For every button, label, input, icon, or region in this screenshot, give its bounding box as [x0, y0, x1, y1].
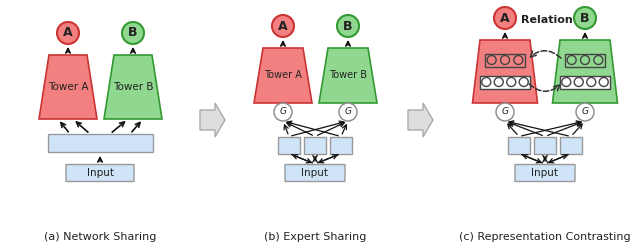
Circle shape — [567, 56, 576, 64]
Circle shape — [482, 77, 491, 87]
Circle shape — [587, 77, 596, 87]
Text: Tower A: Tower A — [48, 82, 88, 92]
Polygon shape — [200, 103, 225, 137]
FancyBboxPatch shape — [330, 136, 352, 154]
Text: Tower A: Tower A — [264, 70, 302, 80]
Text: A: A — [500, 11, 510, 25]
Text: B: B — [128, 27, 138, 39]
Circle shape — [337, 15, 359, 37]
FancyBboxPatch shape — [278, 136, 300, 154]
Text: (a) Network Sharing: (a) Network Sharing — [44, 232, 156, 242]
Text: G: G — [280, 107, 287, 117]
Circle shape — [599, 77, 608, 87]
Text: Tower B: Tower B — [113, 82, 153, 92]
FancyBboxPatch shape — [304, 136, 326, 154]
Polygon shape — [472, 40, 538, 103]
FancyBboxPatch shape — [560, 136, 582, 154]
Text: Input: Input — [531, 168, 559, 178]
Circle shape — [500, 56, 509, 64]
Text: Input: Input — [301, 168, 328, 178]
Text: A: A — [278, 20, 288, 32]
Circle shape — [487, 56, 496, 64]
Polygon shape — [552, 40, 618, 103]
Circle shape — [574, 7, 596, 29]
Circle shape — [494, 7, 516, 29]
FancyBboxPatch shape — [560, 75, 610, 89]
FancyBboxPatch shape — [515, 164, 575, 182]
Circle shape — [496, 103, 514, 121]
Circle shape — [507, 77, 516, 87]
Circle shape — [494, 77, 503, 87]
Text: (c) Representation Contrasting: (c) Representation Contrasting — [459, 232, 631, 242]
FancyBboxPatch shape — [480, 75, 530, 89]
Circle shape — [122, 22, 144, 44]
FancyBboxPatch shape — [47, 134, 152, 152]
FancyBboxPatch shape — [534, 136, 556, 154]
Text: G: G — [502, 107, 509, 117]
FancyBboxPatch shape — [565, 54, 605, 66]
Polygon shape — [408, 103, 433, 137]
Circle shape — [339, 103, 357, 121]
Polygon shape — [254, 48, 312, 103]
Text: Tower B: Tower B — [329, 70, 367, 80]
Circle shape — [576, 103, 594, 121]
Circle shape — [562, 77, 571, 87]
Circle shape — [519, 77, 528, 87]
Text: Input: Input — [86, 168, 113, 178]
Text: B: B — [580, 11, 589, 25]
Text: (b) Expert Sharing: (b) Expert Sharing — [264, 232, 366, 242]
FancyBboxPatch shape — [66, 164, 134, 182]
Polygon shape — [319, 48, 377, 103]
Circle shape — [274, 103, 292, 121]
Text: B: B — [343, 20, 353, 32]
Circle shape — [272, 15, 294, 37]
Polygon shape — [104, 55, 162, 119]
Circle shape — [594, 56, 603, 64]
Circle shape — [514, 56, 523, 64]
Circle shape — [580, 56, 589, 64]
Circle shape — [57, 22, 79, 44]
FancyBboxPatch shape — [508, 136, 530, 154]
Text: A: A — [63, 27, 73, 39]
FancyBboxPatch shape — [485, 54, 525, 66]
Circle shape — [574, 77, 583, 87]
Text: G: G — [344, 107, 351, 117]
Text: G: G — [582, 107, 589, 117]
Polygon shape — [39, 55, 97, 119]
FancyBboxPatch shape — [285, 164, 345, 182]
Text: Relation: Relation — [521, 15, 573, 25]
